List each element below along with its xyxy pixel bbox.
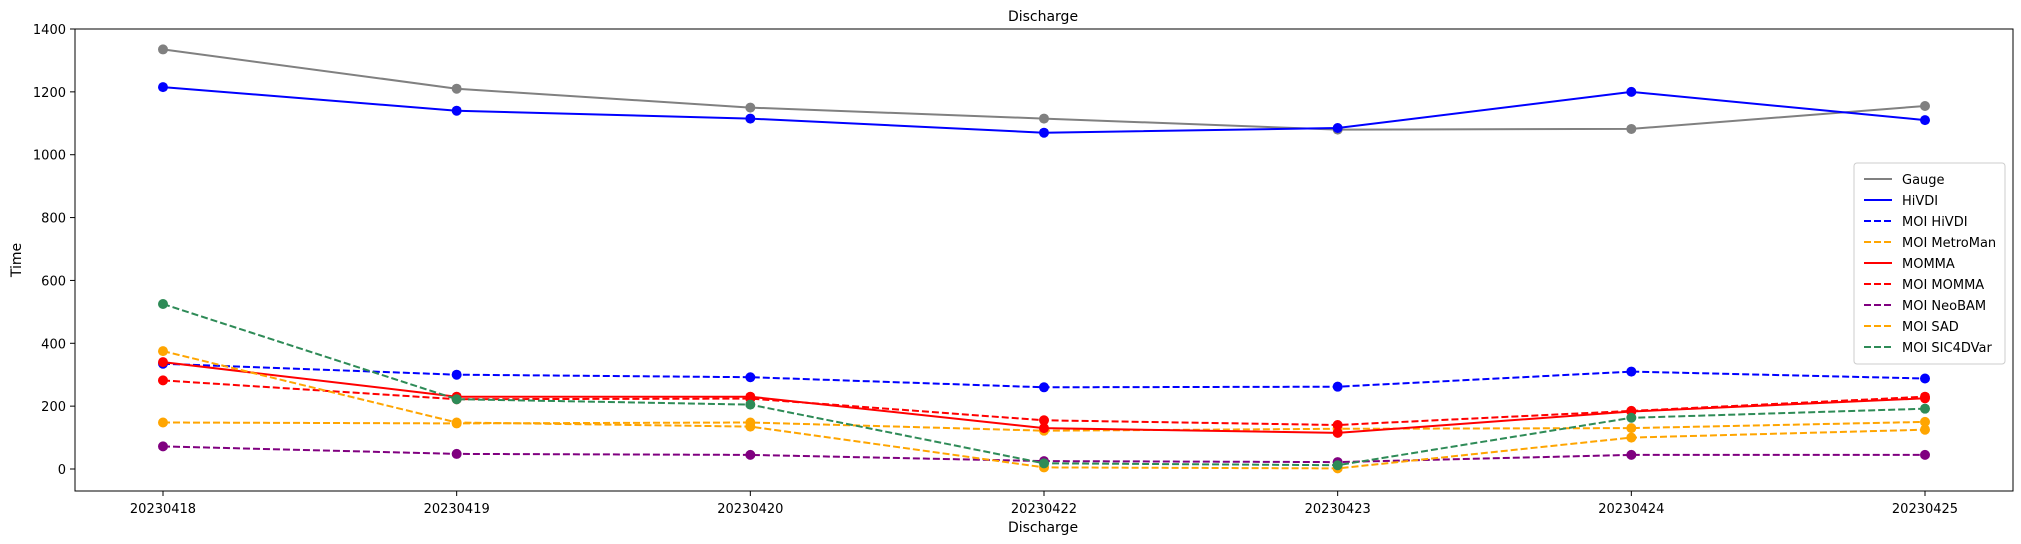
data-point-moi-momma [1039, 415, 1049, 426]
chart-title: Discharge [1008, 9, 1078, 25]
data-point-moi-sad [158, 346, 168, 357]
x-tick-label: 20230423 [1305, 502, 1371, 517]
data-point-moi-neobam [1920, 449, 1930, 460]
legend-box [1853, 162, 2006, 365]
data-point-moi-sad [1920, 424, 1930, 435]
data-point-moi-sic4dvar [1626, 412, 1637, 423]
x-tick-label: 20230419 [424, 502, 490, 517]
legend-label-moi-sic4dvar: MOI SIC4DVar [1902, 341, 1992, 356]
data-point-moi-momma [1920, 391, 1930, 402]
data-point-moi-hivdi [451, 369, 462, 380]
data-point-moi-neobam [451, 448, 462, 459]
y-tick-label: 0 [58, 463, 66, 478]
legend-label-hivdi: HiVDI [1902, 194, 1938, 209]
x-tick-label: 20230420 [717, 502, 783, 517]
data-point-momma [1332, 427, 1343, 438]
legend-label-moi-sad: MOI SAD [1902, 320, 1959, 335]
data-point-moi-neobam [745, 449, 756, 460]
series-layer [158, 44, 1930, 474]
y-tick-label: 800 [41, 212, 66, 227]
y-tick-label: 1000 [33, 149, 66, 164]
y-tick-label: 1400 [33, 23, 66, 38]
x-tick-label: 20230418 [130, 502, 196, 517]
data-point-moi-sad [1626, 432, 1637, 443]
data-point-gauge [158, 44, 168, 55]
data-point-gauge [1920, 101, 1930, 111]
data-point-moi-hivdi [1920, 373, 1930, 384]
data-point-moi-sic4dvar [1920, 403, 1930, 414]
data-point-moi-neobam [158, 441, 168, 452]
y-tick-label: 1200 [33, 86, 66, 101]
data-point-gauge [451, 83, 462, 94]
data-point-hivdi [1039, 127, 1049, 138]
data-point-hivdi [1626, 86, 1637, 97]
data-point-moi-hivdi [1332, 381, 1343, 392]
data-point-moi-metroman [1920, 416, 1930, 427]
data-point-moi-hivdi [1626, 366, 1637, 377]
x-tick-label: 20230425 [1892, 502, 1958, 517]
legend-label-gauge: Gauge [1902, 173, 1945, 188]
data-point-moi-momma [158, 375, 168, 386]
data-point-moi-sic4dvar [158, 299, 168, 309]
data-point-moi-hivdi [745, 372, 756, 383]
legend-label-moi-momma: MOI MOMMA [1902, 278, 1984, 293]
data-point-moi-momma [1332, 420, 1343, 430]
data-point-gauge [1039, 113, 1049, 124]
data-point-moi-momma [1626, 405, 1637, 416]
data-point-moi-metroman [158, 417, 168, 428]
legend-label-momma: MOMMA [1902, 257, 1955, 272]
x-tick-label: 20230422 [1011, 502, 1077, 517]
data-point-moi-hivdi [1039, 382, 1049, 393]
x-tick-label: 20230424 [1598, 502, 1664, 517]
data-point-moi-metroman [1626, 423, 1637, 434]
x-axis: 20230418 20230419 20230420 20230422 20230423… [130, 491, 1958, 517]
data-point-moi-sad [451, 417, 462, 428]
data-point-moi-sic4dvar [1332, 460, 1343, 471]
data-point-hivdi [1920, 115, 1930, 126]
legend-label-moi-metroman: MOI MetroMan [1902, 236, 1996, 251]
y-tick-label: 400 [41, 337, 66, 352]
data-point-moi-sic4dvar [745, 399, 756, 410]
y-tick-label: 600 [41, 274, 66, 289]
data-point-gauge [745, 102, 756, 113]
y-axis-label: Time [9, 243, 25, 278]
data-point-hivdi [451, 105, 462, 116]
y-axis: 0 200 400 600 800 1000 1200 1400 [33, 23, 75, 478]
data-point-hivdi [745, 113, 756, 124]
data-point-moi-sic4dvar [451, 394, 462, 405]
x-axis-label: Discharge [1008, 520, 1078, 536]
legend-label-moi-neobam: MOI NeoBAM [1902, 299, 1986, 314]
legend-label-moi-hivdi: MOI HiVDI [1902, 215, 1968, 230]
data-point-hivdi [1332, 123, 1343, 133]
data-point-moi-sad [745, 421, 756, 432]
data-point-gauge [1626, 123, 1637, 134]
legend: Gauge HiVDI MOI HiVDI MOI MetroMan MOMMA MOI … [1853, 162, 2006, 365]
y-tick-label: 200 [41, 400, 66, 415]
data-point-moi-neobam [1626, 449, 1637, 460]
data-point-moi-sic4dvar [1039, 458, 1049, 469]
data-point-momma [158, 357, 168, 368]
data-point-momma [1039, 423, 1049, 434]
data-point-hivdi [158, 82, 168, 93]
